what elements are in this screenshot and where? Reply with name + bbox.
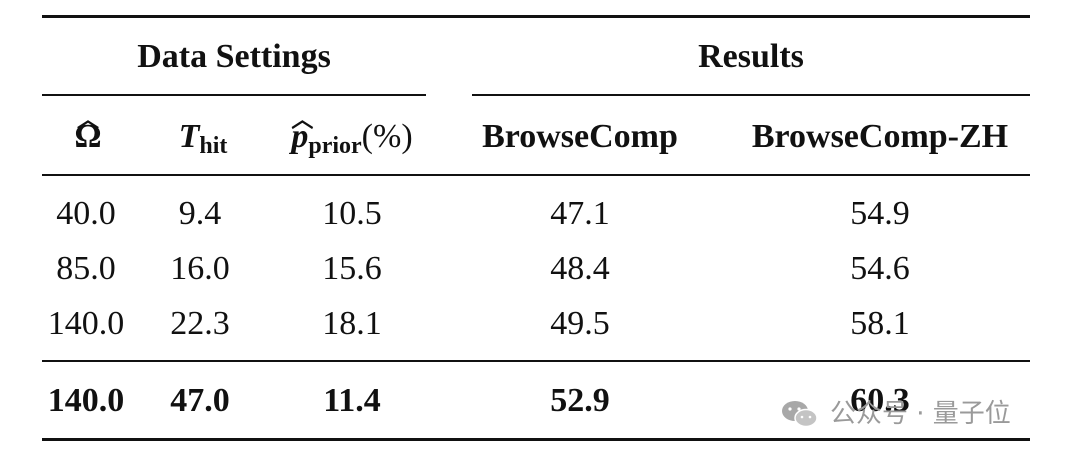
watermark: 公众号 · 量子位 <box>780 394 1050 434</box>
col-header-p-prior: ︿ p prior(%) <box>262 109 442 166</box>
t-subscript: hit <box>199 133 228 159</box>
data-settings-group-rule <box>42 94 426 96</box>
cell-browsecomp-zh: 54.6 <box>850 250 910 287</box>
group-header-data-settings: Data Settings <box>137 38 331 75</box>
cell-browsecomp-zh: 54.9 <box>850 195 910 232</box>
col-header-browsecomp-zh: BrowseComp-ZH <box>751 118 1009 155</box>
cell-t-hit: 22.3 <box>170 305 230 342</box>
cell-browsecomp: 48.4 <box>550 250 610 287</box>
hat-accent-omega: ︿ <box>76 107 99 132</box>
omega-symbol: Ω <box>74 118 102 155</box>
cell-browsecomp: 49.5 <box>550 305 610 342</box>
col-header-t-hit: Thit <box>158 117 248 166</box>
cell-omega: 40.0 <box>56 195 116 232</box>
cell-omega: 85.0 <box>56 250 116 287</box>
results-group-rule <box>472 94 1030 96</box>
group-header-results: Results <box>698 38 804 75</box>
p-symbol: p <box>291 118 309 155</box>
cell-t-hit: 47.0 <box>170 382 230 419</box>
cell-omega: 140.0 <box>47 382 125 419</box>
header-bottom-rule <box>42 174 1030 176</box>
watermark-text: 公众号 · 量子位 <box>830 399 1011 429</box>
p-subscript: prior <box>308 133 362 159</box>
cell-browsecomp: 47.1 <box>550 195 610 232</box>
final-row-rule <box>42 360 1030 362</box>
cell-p-prior: 18.1 <box>322 305 382 342</box>
cell-browsecomp: 52.9 <box>550 382 610 419</box>
cell-t-hit: 16.0 <box>170 250 230 287</box>
p-unit: (%) <box>361 118 413 155</box>
col-header-browsecomp: BrowseComp <box>482 118 678 155</box>
col-header-omega: ︿ Ω <box>58 109 118 157</box>
wechat-icon <box>782 401 818 428</box>
cell-browsecomp-zh: 60.3 <box>850 382 910 419</box>
cell-omega: 140.0 <box>47 305 125 342</box>
bottom-rule <box>42 438 1030 441</box>
hat-accent-p: ︿ <box>291 107 314 132</box>
cell-p-prior: 15.6 <box>322 250 382 287</box>
cell-p-prior: 10.5 <box>322 195 382 232</box>
cell-t-hit: 9.4 <box>178 195 222 232</box>
cell-p-prior: 11.4 <box>323 382 381 419</box>
t-symbol: T <box>178 118 200 155</box>
cell-browsecomp-zh: 58.1 <box>850 305 910 342</box>
top-rule <box>42 15 1030 18</box>
